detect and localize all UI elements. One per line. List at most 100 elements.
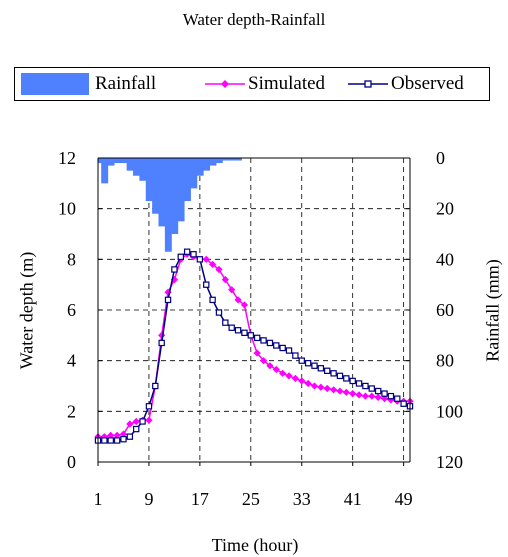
- rainfall-bar: [101, 158, 109, 184]
- rainfall-bar: [222, 158, 230, 161]
- rainfall-bar: [177, 158, 185, 222]
- simulated-point: [221, 276, 229, 284]
- observed-point: [120, 436, 127, 443]
- simulated-point: [317, 383, 325, 391]
- rainfall-bar: [126, 158, 134, 171]
- observed-point: [260, 337, 267, 344]
- observed-point: [387, 392, 395, 400]
- simulated-point: [228, 286, 236, 294]
- simulated-point: [132, 417, 140, 426]
- y-tick-label: 12: [58, 148, 76, 168]
- y-tick-label: 10: [58, 199, 76, 219]
- simulated-point: [298, 377, 306, 385]
- legend-label-rainfall: Rainfall: [95, 73, 157, 94]
- y-tick-label: 0: [67, 452, 76, 472]
- observed-point: [355, 380, 363, 387]
- observed-point: [158, 339, 165, 347]
- observed-point: [304, 360, 312, 367]
- simulated-point: [240, 301, 249, 309]
- observed-point: [311, 362, 318, 369]
- x-tick-label: 41: [344, 489, 362, 509]
- y-axis-label-right: Rainfall (mm): [482, 258, 503, 362]
- observed-point: [196, 256, 204, 263]
- y2-tick-label: 60: [436, 300, 454, 320]
- observed-point: [279, 344, 286, 352]
- rainfall-bars: [98, 158, 242, 252]
- observed-point: [228, 324, 235, 331]
- simulated-point: [215, 265, 223, 274]
- x-tick-label: 49: [395, 489, 413, 509]
- observed-point: [139, 418, 146, 425]
- chart-title: Water depth-Rainfall: [182, 10, 326, 29]
- rainfall-bar: [196, 158, 204, 176]
- observed-point: [330, 370, 337, 377]
- observed-point: [317, 365, 325, 372]
- rainfall-bar: [228, 158, 236, 161]
- observed-point: [374, 387, 382, 395]
- observed-point: [209, 296, 216, 304]
- simulated-point: [158, 331, 166, 339]
- simulated-point: [272, 365, 280, 374]
- legend-swatch-rainfall: [21, 73, 89, 95]
- axes: [97, 157, 411, 466]
- observed-point: [298, 357, 305, 364]
- observed-point: [215, 309, 223, 316]
- observed-point: [113, 437, 121, 444]
- observed-point: [253, 334, 261, 342]
- observed-point: [152, 382, 159, 390]
- legend-swatch-simulated: [205, 80, 245, 88]
- observed-point: [362, 382, 369, 390]
- legend-item-simulated: Simulated: [205, 68, 325, 100]
- simulated-point: [202, 255, 210, 263]
- observed-point: [266, 339, 274, 347]
- legend-swatch-observed: [348, 80, 388, 88]
- observed-point: [349, 377, 356, 385]
- observed-point: [241, 329, 248, 337]
- legend-item-observed: Observed: [348, 68, 464, 100]
- rainfall-bar: [133, 158, 140, 176]
- rainfall-bar: [145, 158, 153, 202]
- x-tick-label: 17: [191, 489, 209, 509]
- y2-tick-label: 120: [436, 452, 463, 472]
- legend: Rainfall Simulated Observed: [14, 67, 490, 101]
- observed-point: [107, 437, 114, 444]
- y2-tick-label: 80: [436, 351, 454, 371]
- rainfall-bar: [139, 158, 147, 181]
- y2-tick-label: 0: [436, 148, 445, 168]
- simulated-point: [323, 384, 331, 393]
- rainfall-bar: [215, 158, 223, 164]
- y-tick-label: 6: [67, 300, 76, 320]
- series-line-simulated: [98, 253, 410, 438]
- simulated-point: [259, 357, 268, 365]
- rainfall-bar: [171, 158, 179, 234]
- simulated-point: [342, 388, 350, 396]
- observed-point: [285, 347, 293, 354]
- observed-point: [336, 372, 344, 380]
- observed-point: [292, 352, 299, 359]
- simulated-point: [304, 379, 312, 388]
- simulated-point: [368, 392, 376, 400]
- y-tick-label: 4: [67, 351, 76, 371]
- observed-point: [133, 425, 140, 433]
- rainfall-bar: [183, 158, 191, 202]
- observed-point: [343, 375, 350, 382]
- rainfall-bar: [190, 158, 198, 189]
- simulated-point: [329, 386, 338, 394]
- rainfall-bar: [120, 158, 128, 164]
- observed-point: [183, 248, 191, 255]
- rainfall-bar: [203, 158, 211, 171]
- x-axis-label: Time (hour): [211, 535, 299, 555]
- rainfall-bar: [152, 158, 160, 214]
- simulated-point: [119, 430, 128, 438]
- observed-point: [368, 385, 375, 392]
- simulated-point: [209, 260, 217, 268]
- simulated-point: [374, 393, 382, 401]
- legend-label-simulated: Simulated: [248, 73, 326, 94]
- simulated-point: [361, 392, 370, 400]
- simulated-point: [170, 276, 179, 284]
- rainfall-bar: [158, 158, 166, 227]
- legend-label-observed: Observed: [391, 73, 464, 94]
- observed-point: [126, 433, 134, 440]
- y-tick-label: 2: [67, 401, 76, 421]
